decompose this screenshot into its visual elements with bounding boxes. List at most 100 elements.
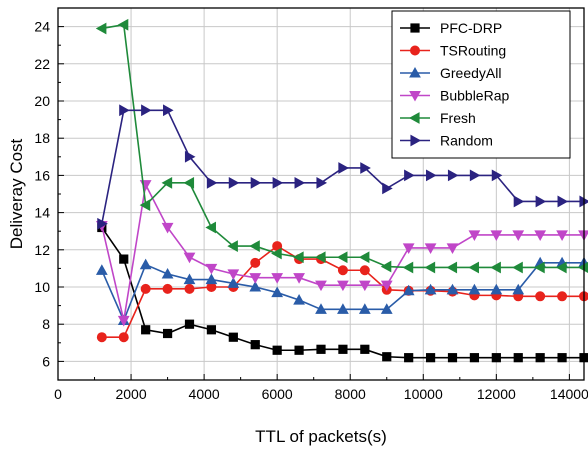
data-point-tsrouting <box>118 332 129 343</box>
data-point-random <box>404 169 415 182</box>
legend-item-random: Random <box>400 133 493 149</box>
data-point-bubblerap <box>402 243 415 254</box>
data-point-pfc-drp <box>469 353 480 363</box>
data-point-tsrouting <box>535 291 546 302</box>
data-point-random <box>163 104 174 117</box>
data-point-pfc-drp <box>425 353 436 363</box>
series-fresh <box>95 18 588 274</box>
data-point-pfc-drp <box>338 344 348 354</box>
data-point-random <box>294 176 306 189</box>
data-point-greedyall <box>490 283 503 295</box>
data-point-fresh <box>336 251 348 264</box>
data-point-greedyall <box>446 283 459 295</box>
data-point-bubblerap <box>358 280 371 292</box>
data-point-fresh <box>402 261 414 274</box>
series-pfc-drp <box>97 222 588 363</box>
legend-label-fresh: Fresh <box>440 110 476 126</box>
data-point-pfc-drp <box>404 353 414 363</box>
data-point-fresh <box>161 176 173 189</box>
data-point-bubblerap <box>227 269 240 281</box>
data-point-random <box>184 150 196 163</box>
data-point-pfc-drp <box>557 353 567 363</box>
data-point-greedyall <box>249 280 262 292</box>
legend-item-tsrouting: TSRouting <box>400 43 506 59</box>
data-point-pfc-drp <box>141 325 151 335</box>
data-point-random <box>382 182 393 195</box>
data-point-pfc-drp <box>360 344 370 354</box>
x-tick-label: 12000 <box>477 386 516 402</box>
data-point-greedyall <box>293 293 305 305</box>
data-point-greedyall <box>183 273 196 285</box>
data-point-greedyall <box>139 258 152 270</box>
data-point-greedyall <box>95 264 108 275</box>
data-point-bubblerap <box>556 230 568 241</box>
y-tick-label: 12 <box>34 242 50 258</box>
legend-label-random: Random <box>440 133 493 149</box>
data-point-bubblerap <box>468 230 481 241</box>
legend: PFC-DRP TSRouting GreedyAll BubbleRap Fresh R… <box>391 10 571 159</box>
data-point-bubblerap <box>512 230 525 241</box>
tick-labels: 0 2000 4000 6000 8000 10000 12000 14000 6 8 10 12 14… <box>34 19 588 402</box>
data-point-pfc-drp <box>119 254 129 264</box>
data-point-tsrouting <box>359 265 370 276</box>
data-point-tsrouting <box>337 265 348 276</box>
data-point-pfc-drp <box>382 352 392 362</box>
data-point-pfc-drp <box>491 353 501 363</box>
data-point-pfc-drp <box>162 328 173 339</box>
data-point-tsrouting <box>250 257 261 268</box>
data-point-tsrouting <box>162 283 173 294</box>
data-point-bubblerap <box>293 273 305 284</box>
data-point-fresh <box>271 247 282 260</box>
data-point-bubblerap <box>315 280 327 292</box>
legend-label-pfc-drp: PFC-DRP <box>440 20 502 36</box>
legend-item-greedyall: GreedyAll <box>400 65 501 81</box>
data-point-pfc-drp <box>184 319 195 329</box>
data-point-greedyall <box>468 283 481 295</box>
data-point-random <box>206 176 218 189</box>
y-tick-label: 6 <box>42 353 50 369</box>
data-point-random <box>272 176 284 189</box>
y-tick-label: 20 <box>34 93 50 109</box>
data-point-fresh <box>314 251 326 264</box>
data-point-bubblerap <box>249 273 262 284</box>
data-point-fresh <box>468 261 479 274</box>
x-tick-label: 0 <box>54 386 62 402</box>
legend-box <box>391 10 571 159</box>
data-point-tsrouting <box>184 283 195 294</box>
data-point-greedyall <box>205 273 218 285</box>
data-point-fresh <box>490 261 501 274</box>
data-point-fresh <box>380 260 392 273</box>
data-point-random <box>228 176 240 189</box>
data-point-bubblerap <box>424 243 437 254</box>
y-tick-label: 18 <box>34 130 50 146</box>
legend-label-greedyall: GreedyAll <box>440 65 501 81</box>
data-point-fresh <box>117 18 129 31</box>
x-tick-label: 2000 <box>115 386 146 402</box>
data-point-random <box>360 162 371 174</box>
data-point-fresh <box>183 176 195 189</box>
data-point-greedyall <box>424 283 437 295</box>
legend-marker-greedyall <box>409 66 421 78</box>
data-point-tsrouting <box>140 283 151 294</box>
data-point-greedyall <box>161 267 174 279</box>
data-point-pfc-drp <box>206 325 217 335</box>
data-point-pfc-drp <box>535 353 545 363</box>
x-tick-label: 10000 <box>404 386 443 402</box>
series-random <box>97 104 588 230</box>
data-point-pfc-drp <box>316 344 326 354</box>
data-point-greedyall <box>402 284 415 296</box>
x-tick-label: 4000 <box>189 386 220 402</box>
data-point-fresh <box>446 261 458 274</box>
legend-item-pfc-drp: PFC-DRP <box>400 20 502 36</box>
data-point-tsrouting <box>557 291 568 302</box>
data-point-greedyall <box>315 303 327 314</box>
data-point-random <box>491 169 503 182</box>
data-point-fresh <box>556 261 567 274</box>
legend-marker-random <box>410 134 422 147</box>
data-point-fresh <box>358 251 370 264</box>
x-tick-label: 8000 <box>335 386 366 402</box>
legend-item-fresh: Fresh <box>400 110 476 126</box>
data-point-fresh <box>534 261 545 274</box>
